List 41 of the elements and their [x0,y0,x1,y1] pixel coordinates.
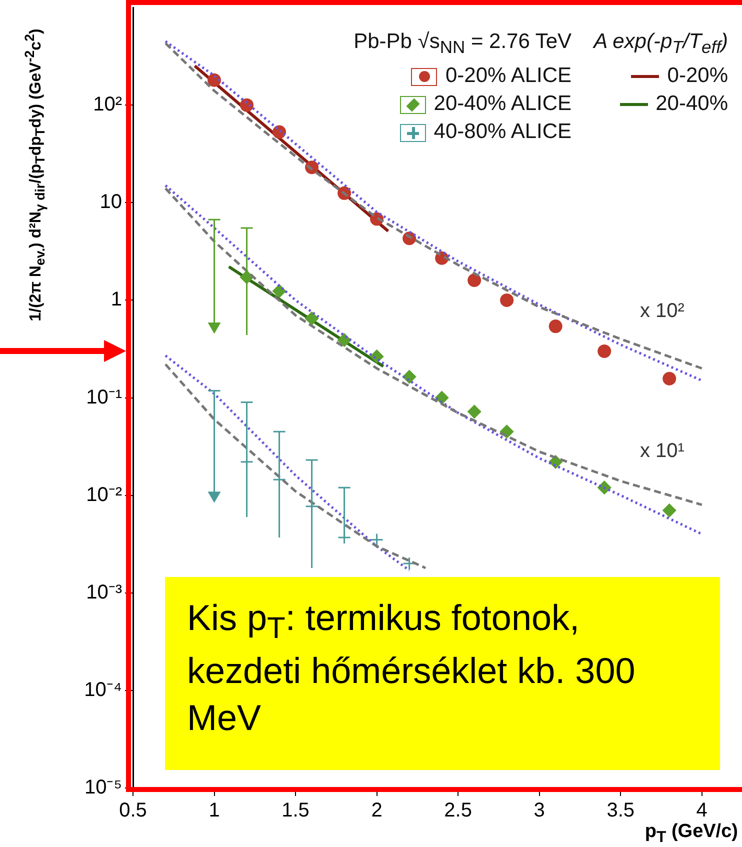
y-tick-label: 10⁻⁴ [84,678,122,701]
point [402,556,416,570]
legend-label: 20-40% [656,92,728,116]
y-tick-label: 10⁻² [86,484,122,506]
point [338,333,352,347]
y-tick-label: 10⁻³ [86,581,122,604]
annotation: x 10¹ [640,440,684,463]
x-tick-label: 3.5 [606,800,635,822]
point [370,533,384,547]
legend-label: 20-40% ALICE [434,92,572,116]
y-tick-label: 10² [93,94,122,116]
legend-label: 0-20% ALICE [445,64,572,88]
annotation: A exp(-p$_{T}$/T$_{eff}$) [594,30,728,58]
x-tick-label: 1 [208,800,220,822]
point [272,284,286,298]
x-tick-label: 4 [696,800,708,822]
point [500,293,514,307]
legend-title: Pb-Pb √s$_{NN}$ = 2.76 TeV [354,30,572,58]
x-tick-label: 2 [371,800,382,822]
point [468,404,482,418]
point [662,504,676,518]
point [468,274,482,288]
x-tick-label: 0.5 [119,800,147,822]
y-tick-label: 10 [100,191,122,214]
legend-label: 0-20% [667,64,728,88]
y-tick-label: 10⁻¹ [86,386,122,408]
x-tick-label: 1.5 [282,800,310,822]
y-tick-label: 10⁻⁵ [84,776,122,799]
point [662,372,676,386]
point [598,344,612,358]
point [305,312,319,326]
annotation: Kis p$_{T}$: termikus fotonok, kezdeti hőmérséklet kb. 300 MeV [165,577,720,770]
legend-label: 40-80% ALICE [434,120,572,144]
x-axis-title: p$_{T}$ (GeV/c) [644,821,738,847]
x-tick-label: 2.5 [444,800,472,822]
point [208,73,222,87]
point [240,98,254,112]
point [548,320,562,334]
y-tick-label: 1 [110,288,122,311]
x-tick-label: 3 [534,800,545,822]
annotation: x 10² [640,300,684,323]
